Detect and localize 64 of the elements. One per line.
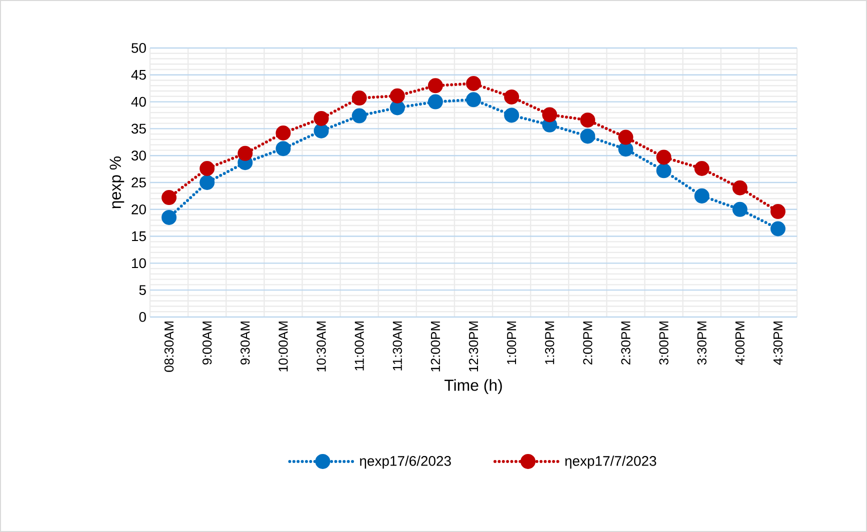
x-tick-label: 3:00PM <box>659 322 668 365</box>
point <box>352 108 367 124</box>
point <box>618 130 634 145</box>
point <box>276 125 291 140</box>
y-tick-label: 45 <box>131 70 146 80</box>
point <box>352 90 367 106</box>
point <box>276 141 291 156</box>
y-tick-label: 0 <box>139 312 146 322</box>
point <box>466 92 482 108</box>
point <box>504 89 520 104</box>
point <box>200 161 215 176</box>
x-tick-label: 2:00PM <box>583 322 592 364</box>
point <box>580 112 596 128</box>
y-tick-label: 30 <box>132 150 146 161</box>
point <box>314 123 329 138</box>
point <box>694 161 710 176</box>
point <box>200 174 215 190</box>
point <box>542 107 558 122</box>
y-tick-label: 40 <box>131 96 146 107</box>
x-tick-label: 3:30PM <box>697 322 706 365</box>
x-tick-label: 10:30AM <box>316 322 326 372</box>
x-axis-title: Time (h) <box>444 379 502 394</box>
point <box>770 204 786 220</box>
x-tick-label: 11:30AM <box>392 322 402 370</box>
point <box>162 210 177 225</box>
y-tick-label: 15 <box>132 231 146 242</box>
y-tick-label: 35 <box>132 124 146 134</box>
x-tick-label: 4:00PM <box>735 322 745 365</box>
y-tick-label: 25 <box>132 178 146 188</box>
legend-label: ηexp17/7/2023 <box>565 456 656 469</box>
x-tick-label: 1:30PM <box>545 322 554 364</box>
x-tick-label: 11:00AM <box>354 322 364 370</box>
point <box>732 180 748 196</box>
point <box>390 88 405 104</box>
point <box>504 108 520 123</box>
x-tick-label: 08:30AM <box>164 322 174 372</box>
point <box>580 128 596 144</box>
point <box>466 76 482 91</box>
y-tick-label: 10 <box>132 258 146 268</box>
point <box>694 188 710 204</box>
y-tick-label: 20 <box>132 204 146 214</box>
point <box>238 146 253 161</box>
x-tick-label: 9:30AM <box>240 322 250 365</box>
point <box>428 94 443 110</box>
x-tick-label: 10:00AM <box>278 322 288 372</box>
point <box>656 163 672 178</box>
point <box>770 221 786 236</box>
point <box>656 150 672 165</box>
y-tick-label: 50 <box>132 43 146 53</box>
x-tick-label: 9:00AM <box>202 322 212 365</box>
y-tick-label: 5 <box>139 285 146 295</box>
point <box>732 202 748 217</box>
x-tick-label: 4:30PM <box>773 322 783 365</box>
legend-label: ηexp17/6/2023 <box>360 456 451 469</box>
point <box>428 78 443 94</box>
point <box>162 190 177 206</box>
x-tick-label: 1:00PM <box>506 322 516 364</box>
point <box>314 110 329 126</box>
point <box>618 142 634 157</box>
point <box>390 100 405 116</box>
x-tick-label: 12:00PM <box>430 322 440 372</box>
y-axis-title: ηexp % <box>110 156 124 208</box>
x-tick-label: 2:30PM <box>621 322 630 364</box>
x-tick-label: 12:30PM <box>468 322 478 372</box>
